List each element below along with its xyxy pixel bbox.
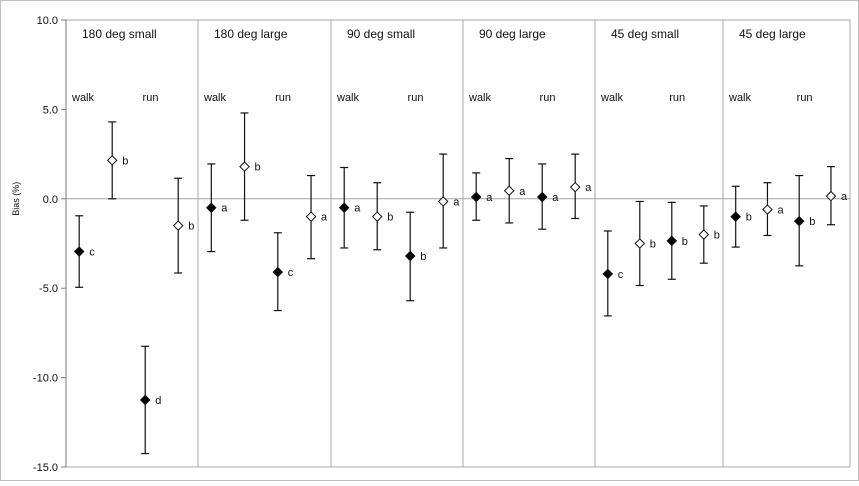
significance-letter: b [650,239,656,251]
data-point-walk [272,266,284,278]
data-point-walk [205,202,217,214]
data-point-run [305,211,317,222]
data-point-run [569,181,581,193]
significance-letter: c [89,247,95,259]
walk-label: walk [203,92,227,104]
panel-title: 90 deg large [479,27,546,41]
data-point-walk [666,235,678,247]
run-label: run [669,92,685,104]
panel-title: 180 deg large [214,27,288,41]
y-tick-label: -5.0 [39,283,58,295]
significance-letter: c [618,269,624,281]
walk-label: walk [71,92,95,104]
significance-letter: a [519,186,526,198]
data-point-walk [404,250,416,262]
data-point-walk [793,215,805,227]
data-point-run [825,190,837,202]
significance-letter: b [682,236,688,248]
y-tick-label: 10.0 [37,15,58,27]
walk-label: walk [600,92,624,104]
data-point-run [762,204,773,215]
y-axis-label: Bias (%) [11,182,21,216]
y-tick-label: -15.0 [33,462,58,474]
data-point-run [172,220,184,231]
data-point-walk [139,394,151,406]
significance-letter: a [354,203,361,215]
significance-letter: b [714,230,720,242]
significance-letter: b [420,251,426,263]
data-point-run [239,161,250,172]
significance-letter: b [387,212,393,224]
walk-label: walk [468,92,492,104]
data-point-walk [730,211,742,222]
significance-letter: a [585,182,592,194]
run-label: run [797,92,813,104]
y-tick-label: 0.0 [43,194,58,206]
significance-letter: a [453,196,460,208]
walk-label: walk [336,92,360,104]
significance-letter: d [155,395,161,407]
walk-label: walk [728,92,752,104]
data-point-run [698,229,710,240]
data-point-run [437,196,449,207]
data-point-walk [338,202,350,214]
significance-letter: b [255,162,261,174]
panel-title: 45 deg small [611,27,679,41]
y-tick-label: 5.0 [43,104,58,116]
run-label: run [540,92,556,104]
run-label: run [275,92,291,104]
significance-letter: a [777,205,784,217]
data-point-run [634,238,646,249]
panel-title: 90 deg small [347,27,415,41]
significance-letter: a [552,192,559,204]
data-point-walk [602,268,614,280]
significance-letter: c [288,267,294,279]
significance-letter: a [841,191,848,203]
data-point-walk [73,246,85,257]
data-point-walk [470,191,482,203]
significance-letter: a [486,192,493,204]
significance-letter: a [321,212,328,224]
significance-letter: a [221,203,228,215]
data-point-run [106,155,118,166]
run-label: run [143,92,159,104]
significance-letter: b [122,155,128,167]
panel-title: 180 deg small [82,27,157,41]
data-point-run [371,211,383,222]
significance-letter: b [188,221,194,233]
significance-letter: b [746,212,752,224]
significance-letter: b [809,216,815,228]
run-label: run [408,92,424,104]
panel-title: 45 deg large [739,27,806,41]
data-point-walk [536,191,548,203]
data-point-run [503,185,515,197]
y-tick-label: -10.0 [33,373,58,385]
